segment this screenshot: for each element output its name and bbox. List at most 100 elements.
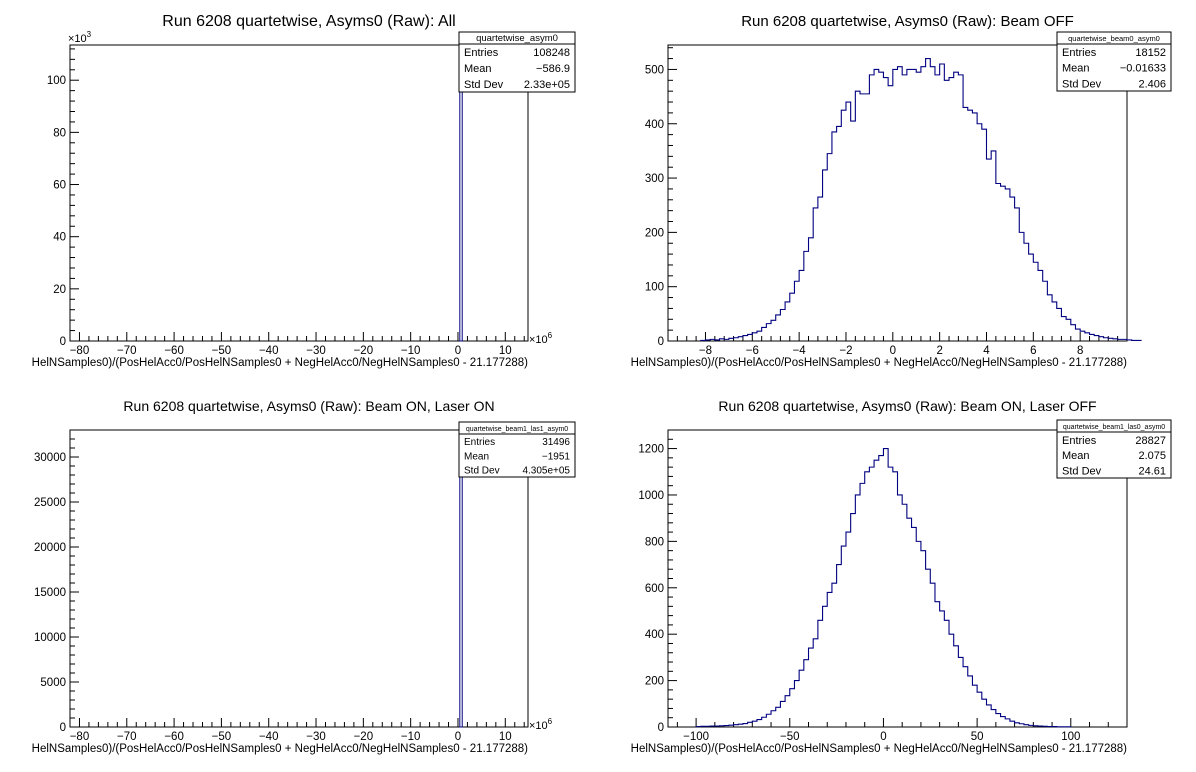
chart-title: Run 6208 quartetwise, Asyms0 (Raw): Beam… <box>741 13 1074 30</box>
stats-box: quartetwise_beam0_asym0 Entries 18152 Mean −… <box>1056 31 1172 92</box>
y-tick-label: 80 <box>53 127 66 139</box>
y-tick-label: 40 <box>53 232 66 244</box>
stats-name: quartetwise_beam1_las0_asym0 <box>1063 424 1165 431</box>
stats-mean-label: Mean <box>464 451 489 462</box>
x-axis-label: HelNSamples0)/(PosHelAcc0/PosHelNSamples… <box>32 743 528 755</box>
y-tick-label: 30000 <box>34 452 66 464</box>
stats-name: quartetwise_asym0 <box>476 33 558 44</box>
histogram-panel-4: Run 6208 quartetwise, Asyms0 (Raw): Beam… <box>631 398 1172 755</box>
histogram-panel-1: Run 6208 quartetwise, Asyms0 (Raw): All 0… <box>32 13 576 369</box>
stats-entries-value: 108248 <box>533 47 570 59</box>
x-tick-label: 6 <box>1030 345 1036 357</box>
x-axis-label: HelNSamples0)/(PosHelAcc0/PosHelNSamples… <box>631 743 1127 755</box>
x-axis-label: HelNSamples0)/(PosHelAcc0/PosHelNSamples… <box>631 357 1127 369</box>
x-tick-label: −50 <box>780 731 800 743</box>
x-tick-label: 2 <box>936 345 942 357</box>
stats-mean-value: −1951 <box>542 451 571 462</box>
x-tick-label: −80 <box>70 731 90 743</box>
stats-box-frame <box>458 31 576 93</box>
x-tick-label: 100 <box>1061 731 1080 743</box>
stats-entries-value: 18152 <box>1135 47 1166 59</box>
x-tick-label: −30 <box>306 731 326 743</box>
stats-std_dev-label: Std Dev <box>1062 466 1102 478</box>
histogram-panel-3: Run 6208 quartetwise, Asyms0 (Raw): Beam… <box>32 398 576 755</box>
x-tick-label: −10 <box>401 345 421 357</box>
stats-entries-value: 31496 <box>542 437 570 448</box>
stats-std_dev-value: 2.406 <box>1138 78 1166 90</box>
stats-mean-value: 2.075 <box>1138 450 1166 462</box>
x-tick-label: 10 <box>499 345 512 357</box>
y-tick-label: 20000 <box>34 542 66 554</box>
stats-entries-label: Entries <box>464 437 495 448</box>
y-tick-label: 25000 <box>34 497 66 509</box>
plot-frame <box>69 429 529 728</box>
stats-std_dev-label: Std Dev <box>464 79 504 91</box>
y-tick-label: 60 <box>53 180 66 192</box>
x-tick-label: −10 <box>401 731 421 743</box>
stats-mean-label: Mean <box>1062 63 1090 75</box>
histogram-series <box>700 58 1142 342</box>
histogram-series <box>695 448 1072 728</box>
y-tick-label: 20 <box>53 284 66 296</box>
x-multiplier: ×106 <box>529 331 553 346</box>
x-tick-label: −50 <box>212 345 232 357</box>
stats-mean-value: −586.9 <box>536 63 570 75</box>
stats-entries-label: Entries <box>464 47 499 59</box>
y-tick-label: 100 <box>47 75 66 87</box>
stats-box-frame <box>458 421 576 478</box>
x-tick-label: −40 <box>259 345 279 357</box>
chart-title: Run 6208 quartetwise, Asyms0 (Raw): Beam… <box>123 398 494 414</box>
y-tick-label: 500 <box>645 64 664 76</box>
stats-box-frame <box>1056 31 1172 92</box>
plot-frame <box>69 44 529 342</box>
x-multiplier-exponent: 6 <box>548 717 553 726</box>
y-tick-label: 10000 <box>34 632 66 644</box>
y-tick-label: 600 <box>645 583 664 595</box>
x-tick-label: −100 <box>683 731 709 743</box>
y-tick-label: 5000 <box>40 677 66 689</box>
stats-std_dev-value: 24.61 <box>1138 466 1166 478</box>
stats-name: quartetwise_beam0_asym0 <box>1068 34 1160 43</box>
x-tick-label: −4 <box>793 345 807 357</box>
x-tick-label: −6 <box>746 345 759 357</box>
y-tick-label: 0 <box>658 722 664 734</box>
y-tick-label: 15000 <box>34 587 66 599</box>
y-tick-label: 0 <box>60 722 66 734</box>
stats-entries-label: Entries <box>1062 435 1097 447</box>
y-tick-label: 400 <box>645 119 664 131</box>
stats-entries-value: 28827 <box>1135 435 1166 447</box>
stats-std_dev-label: Std Dev <box>1062 78 1102 90</box>
stats-mean-value: −0.01633 <box>1120 63 1166 75</box>
x-tick-label: 8 <box>1077 345 1083 357</box>
stats-box-frame <box>1056 419 1172 479</box>
x-tick-label: −70 <box>117 345 137 357</box>
x-multiplier: ×106 <box>529 717 553 732</box>
y-tick-label: 1200 <box>638 444 664 456</box>
stats-mean-label: Mean <box>1062 450 1090 462</box>
x-tick-label: 50 <box>971 731 984 743</box>
y-tick-label: 200 <box>645 676 664 688</box>
stats-name: quartetwise_beam1_las1_asym0 <box>466 426 568 433</box>
x-tick-label: −2 <box>839 345 852 357</box>
chart-title: Run 6208 quartetwise, Asyms0 (Raw): Beam… <box>718 398 1096 414</box>
y-tick-label: 400 <box>645 629 664 641</box>
x-tick-label: −40 <box>259 731 279 743</box>
x-tick-label: −50 <box>212 731 232 743</box>
y-tick-label: 100 <box>645 282 664 294</box>
histogram-panel-2: Run 6208 quartetwise, Asyms0 (Raw): Beam… <box>631 13 1172 369</box>
stats-box: quartetwise_beam1_las0_asym0 Entries 28827… <box>1056 419 1172 479</box>
stats-std_dev-value: 2.33e+05 <box>524 79 570 91</box>
y-multiplier-exponent: 3 <box>87 30 92 39</box>
stats-entries-label: Entries <box>1062 47 1097 59</box>
x-tick-label: −8 <box>699 345 712 357</box>
histogram-bin <box>459 58 463 342</box>
x-tick-label: 4 <box>983 345 990 357</box>
chart-title: Run 6208 quartetwise, Asyms0 (Raw): All <box>162 13 455 30</box>
x-tick-label: 0 <box>880 731 886 743</box>
x-tick-label: 0 <box>455 731 461 743</box>
y-tick-label: 0 <box>60 336 66 348</box>
x-tick-label: −30 <box>306 345 326 357</box>
y-tick-label: 1000 <box>638 490 664 502</box>
x-axis-label: HelNSamples0)/(PosHelAcc0/PosHelNSamples… <box>32 357 528 369</box>
